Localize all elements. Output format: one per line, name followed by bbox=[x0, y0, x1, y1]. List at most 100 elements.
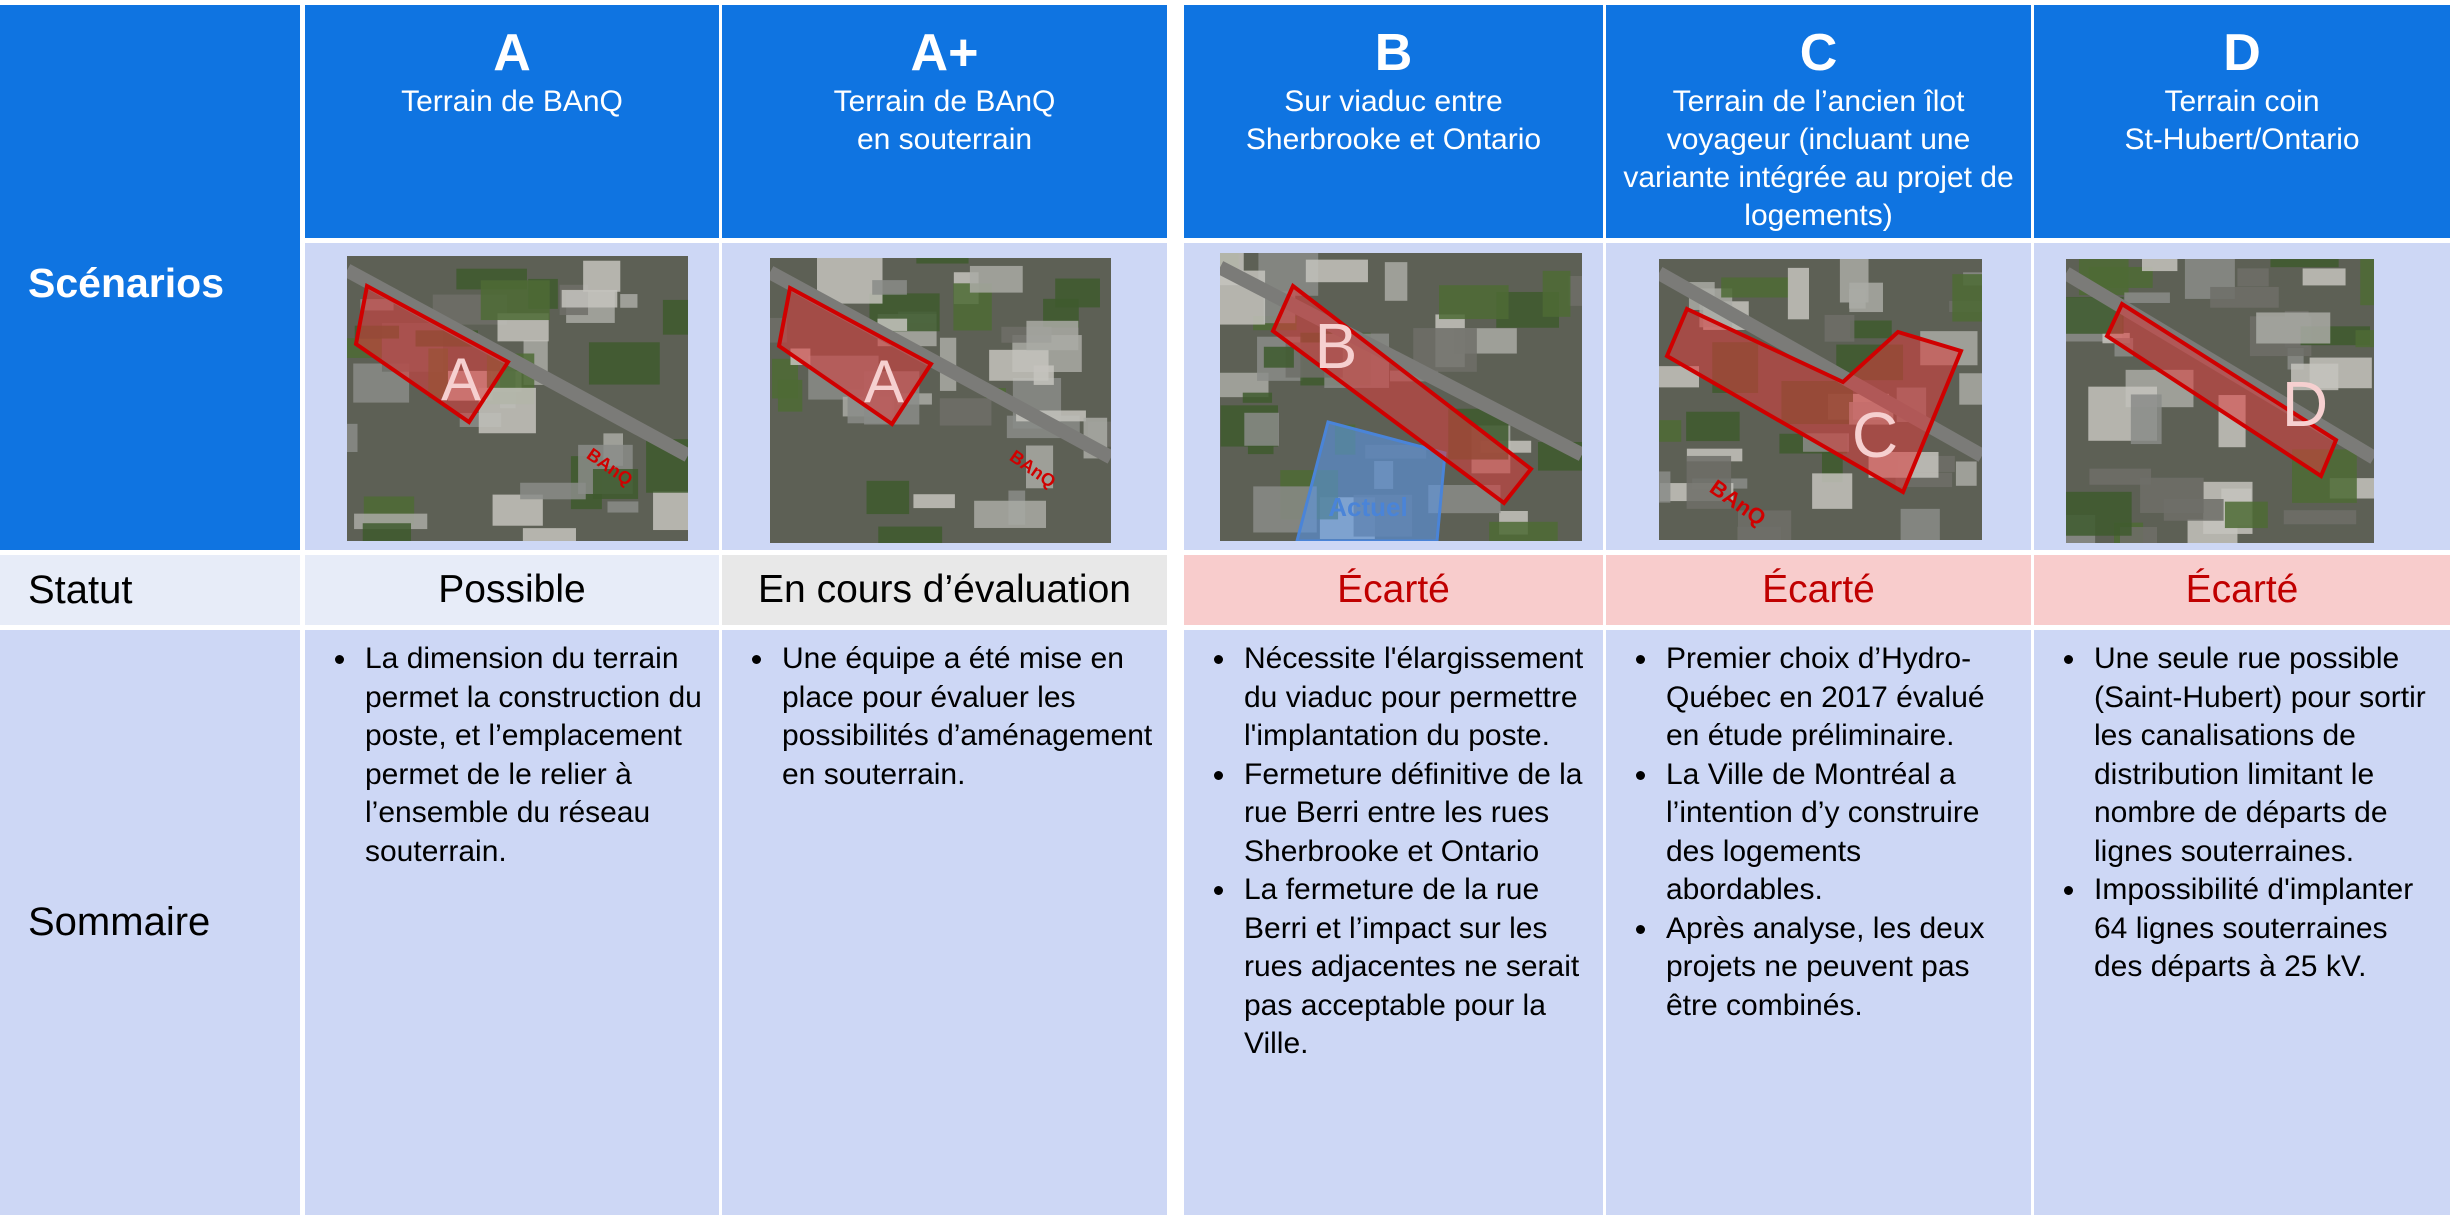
map-block bbox=[1952, 274, 1982, 322]
map-block bbox=[2066, 491, 2132, 536]
map-block bbox=[2130, 394, 2162, 445]
summary-item: La Ville de Montréal a l’intention d’y c… bbox=[1660, 756, 2017, 910]
scenario-title: Terrain de BAnQ en souterrain bbox=[833, 85, 1056, 156]
map-block bbox=[1659, 420, 1682, 442]
map-block bbox=[362, 523, 412, 541]
map-block bbox=[1026, 445, 1054, 489]
map-block bbox=[347, 423, 358, 452]
map-block bbox=[2124, 292, 2170, 303]
column-header: D Terrain coin St-Hubert/Ontario bbox=[2034, 5, 2450, 238]
status-cell: Écarté bbox=[1606, 555, 2031, 625]
map-block bbox=[1016, 410, 1086, 422]
map-block bbox=[1659, 366, 1700, 388]
summary-item: Une équipe a été mise en place pour éval… bbox=[776, 640, 1153, 794]
summary-list: Nécessite l'élargissement du viaduc pour… bbox=[1184, 630, 1603, 1064]
map-block bbox=[522, 528, 576, 541]
map-block bbox=[2283, 510, 2357, 525]
map-block bbox=[1305, 259, 1368, 283]
summary-item: Nécessite l'élargissement du viaduc pour… bbox=[1238, 640, 1589, 756]
scenario-title: Terrain de BAnQ bbox=[401, 85, 623, 118]
summary-list: Une équipe a été mise en place pour éval… bbox=[722, 630, 1167, 794]
map-block bbox=[2088, 266, 2153, 288]
map-block bbox=[583, 260, 621, 292]
map-block bbox=[1686, 411, 1740, 442]
scenario-letter: A bbox=[493, 24, 531, 82]
map-block bbox=[939, 398, 992, 426]
row-label: Statut bbox=[0, 555, 300, 625]
map-block bbox=[1413, 328, 1477, 372]
map-block bbox=[1263, 346, 1294, 368]
map-block bbox=[1439, 285, 1509, 320]
map-road bbox=[1220, 261, 1582, 461]
map-block bbox=[620, 294, 638, 308]
scenarios-header: Scénarios bbox=[0, 5, 300, 550]
status-cell: Écarté bbox=[1184, 555, 1603, 625]
map-label: D bbox=[2282, 368, 2328, 440]
map-block bbox=[1686, 455, 1732, 509]
map-road bbox=[347, 264, 688, 462]
map-block bbox=[1542, 270, 1571, 317]
summary-item: La fermeture de la rue Berri et l’impact… bbox=[1238, 871, 1589, 1064]
map-block bbox=[1787, 267, 1810, 320]
column-header: C Terrain de l’ancien îlot voyageur (incl… bbox=[1606, 5, 2031, 238]
status-cell: En cours d’évaluation bbox=[722, 555, 1167, 625]
summary-cell: Premier choix d’Hydro-Québec en 2017 éva… bbox=[1606, 630, 2031, 1215]
map-label: A bbox=[441, 346, 481, 413]
map-block bbox=[1026, 320, 1079, 351]
scenario-letter: B bbox=[1374, 24, 1413, 82]
scenario-title: Sur viaduc entre Sherbrooke et Ontario bbox=[1245, 85, 1542, 156]
map-block bbox=[1824, 314, 1855, 342]
status-cell: Possible bbox=[305, 555, 719, 625]
map-block bbox=[974, 500, 1047, 528]
map-block bbox=[1849, 289, 1866, 309]
current-site bbox=[1295, 420, 1447, 541]
map-block bbox=[2224, 501, 2268, 529]
row-label: Sommaire bbox=[0, 630, 300, 1215]
map-block bbox=[561, 289, 618, 308]
aerial-map: D bbox=[2066, 259, 2374, 543]
map-block bbox=[588, 342, 660, 385]
map-block bbox=[777, 379, 803, 412]
row-label: Scénarios bbox=[28, 260, 224, 306]
map-block bbox=[2089, 468, 2152, 485]
map-block bbox=[2355, 330, 2374, 348]
map-block bbox=[492, 494, 543, 526]
summary-item: Impossibilité d'implanter 64 lignes sout… bbox=[2088, 871, 2436, 987]
map-block bbox=[607, 501, 639, 513]
summary-list: Une seule rue possible (Saint-Hubert) po… bbox=[2034, 630, 2450, 987]
map-block bbox=[2291, 363, 2339, 391]
map-block bbox=[1900, 508, 1940, 540]
map-block bbox=[1955, 461, 1977, 486]
summary-item: Après analyse, les deux projets ne peuve… bbox=[1660, 910, 2017, 1026]
map-block bbox=[1389, 370, 1438, 382]
map-block bbox=[866, 480, 910, 515]
summary-cell: La dimension du terrain permet la constr… bbox=[305, 630, 719, 1215]
map-block bbox=[1659, 471, 1671, 503]
scenario-letter: A+ bbox=[910, 24, 979, 82]
summary-item: Fermeture définitive de la rue Berri ent… bbox=[1238, 756, 1589, 872]
map-block bbox=[2210, 286, 2279, 308]
map-label: B bbox=[1315, 310, 1358, 382]
map-block bbox=[1812, 473, 1853, 509]
map-label: A bbox=[864, 348, 904, 415]
map-block bbox=[1384, 262, 1408, 301]
site-outline bbox=[1270, 282, 1534, 506]
map-block bbox=[2302, 268, 2346, 286]
site-outline bbox=[2104, 301, 2339, 479]
site-outline bbox=[1664, 306, 1964, 495]
summary-cell: Une seule rue possible (Saint-Hubert) po… bbox=[2034, 630, 2450, 1215]
map-block bbox=[1850, 320, 1892, 339]
map-block bbox=[1055, 278, 1100, 308]
column-header: A+ Terrain de BAnQ en souterrain bbox=[722, 5, 1167, 238]
column-header: A Terrain de BAnQ bbox=[305, 5, 719, 238]
site-outline bbox=[776, 284, 934, 427]
map-block bbox=[969, 265, 1023, 293]
map-block bbox=[878, 526, 943, 543]
summary-list: Premier choix d’Hydro-Québec en 2017 éva… bbox=[1606, 630, 2031, 1025]
map-block bbox=[2141, 259, 2178, 272]
summary-list: La dimension du terrain permet la constr… bbox=[305, 630, 719, 871]
map-block bbox=[1737, 526, 1782, 540]
summary-cell: Une équipe a été mise en place pour éval… bbox=[722, 630, 1167, 1215]
